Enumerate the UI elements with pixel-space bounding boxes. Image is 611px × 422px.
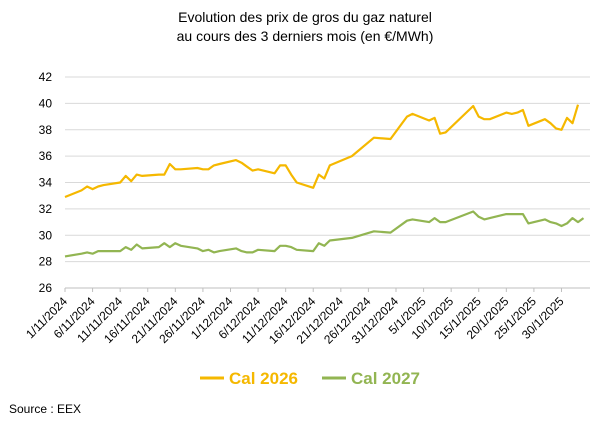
- series-line-cal-2026: [64, 104, 580, 199]
- y-axis-ticks: 26 28 30 32 34 36 38 40 42: [39, 70, 53, 295]
- y-tick-label-40: 40: [39, 96, 53, 110]
- y-tick-label-32: 32: [39, 202, 53, 216]
- legend-label-cal-2027: Cal 2027: [351, 369, 420, 388]
- y-tick-label-42: 42: [39, 70, 53, 84]
- y-tick-label-30: 30: [39, 228, 53, 242]
- y-tick-label-28: 28: [39, 255, 53, 269]
- chart-title-line-2: au cours des 3 derniers mois (en €/MWh): [177, 28, 434, 44]
- gridlines: [64, 76, 590, 292]
- y-tick-label-26: 26: [39, 281, 53, 295]
- series-lines: [64, 104, 585, 258]
- y-tick-label-34: 34: [39, 176, 53, 190]
- y-tick-label-38: 38: [39, 123, 53, 137]
- source-note: Source : EEX: [9, 402, 81, 416]
- chart-title-line-1: Evolution des prix de gros du gaz nature…: [178, 9, 432, 25]
- legend-label-cal-2026: Cal 2026: [229, 369, 298, 388]
- y-tick-label-36: 36: [39, 149, 53, 163]
- legend: Cal 2026 Cal 2027: [200, 369, 420, 388]
- x-axis-ticks: 1/11/20246/11/202411/11/202416/11/202421…: [23, 294, 567, 347]
- series-line-cal-2027: [64, 210, 585, 258]
